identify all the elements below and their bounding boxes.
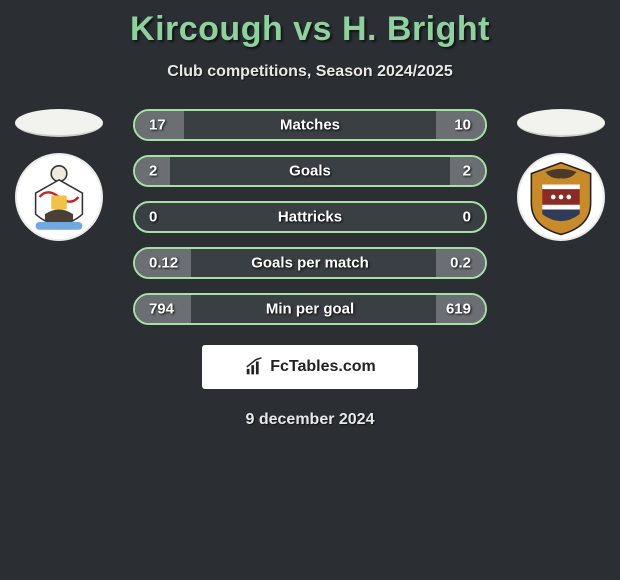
crest-left-svg: [20, 158, 98, 236]
stat-bars: 17 10 Matches 2 2 Goals 0 0 Hattricks 0.12 0.2 Goal…: [133, 109, 487, 325]
bar-label: Hattricks: [278, 209, 342, 226]
brand-box: FcTables.com: [202, 345, 418, 389]
bar-value-left: 2: [149, 163, 157, 180]
stat-bar: 0 0 Hattricks: [133, 201, 487, 233]
stat-bar: 0.12 0.2 Goals per match: [133, 247, 487, 279]
bar-label: Goals per match: [251, 255, 369, 272]
brand-text: FcTables.com: [270, 358, 376, 376]
bar-label: Matches: [280, 117, 340, 134]
bar-value-left: 0.12: [149, 255, 178, 272]
player-left: [14, 109, 104, 241]
bar-value-left: 794: [149, 301, 174, 318]
stat-bar: 794 619 Min per goal: [133, 293, 487, 325]
comparison-stage: 17 10 Matches 2 2 Goals 0 0 Hattricks 0.12 0.2 Goal…: [0, 109, 620, 325]
crest-right-svg: [522, 158, 600, 236]
stat-bar: 17 10 Matches: [133, 109, 487, 141]
bar-value-right: 2: [463, 163, 471, 180]
subtitle: Club competitions, Season 2024/2025: [0, 63, 620, 81]
stat-bar: 2 2 Goals: [133, 155, 487, 187]
bar-value-right: 0: [463, 209, 471, 226]
bar-value-left: 0: [149, 209, 157, 226]
crest-left: [15, 153, 103, 241]
bar-label: Min per goal: [266, 301, 354, 318]
date-text: 9 december 2024: [0, 411, 620, 429]
avatar-silhouette-left: [15, 109, 103, 137]
page-title: Kircough vs H. Bright: [0, 0, 620, 49]
bar-chart-icon: [244, 356, 266, 378]
player-right: [516, 109, 606, 241]
bar-value-left: 17: [149, 117, 166, 134]
avatar-silhouette-right: [517, 109, 605, 137]
crest-right: [517, 153, 605, 241]
bar-label: Goals: [289, 163, 331, 180]
bar-value-right: 0.2: [450, 255, 471, 272]
bar-value-right: 10: [454, 117, 471, 134]
bar-value-right: 619: [446, 301, 471, 318]
